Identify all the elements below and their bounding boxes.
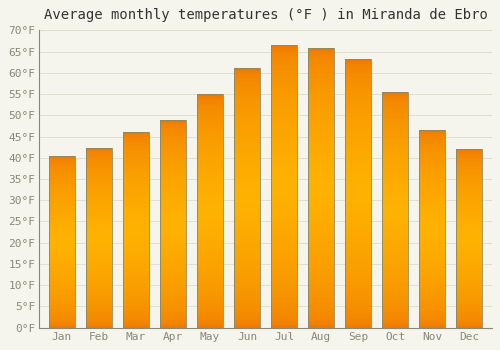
Bar [160,120,186,328]
Bar [382,92,408,328]
Bar [346,59,371,328]
Bar [271,45,297,328]
Bar [234,68,260,328]
Bar [456,149,482,328]
Bar [308,48,334,328]
Bar [49,156,74,328]
Bar [123,132,149,328]
Bar [86,148,112,328]
Title: Average monthly temperatures (°F ) in Miranda de Ebro: Average monthly temperatures (°F ) in Mi… [44,8,488,22]
Bar [197,94,223,328]
Bar [420,130,446,328]
